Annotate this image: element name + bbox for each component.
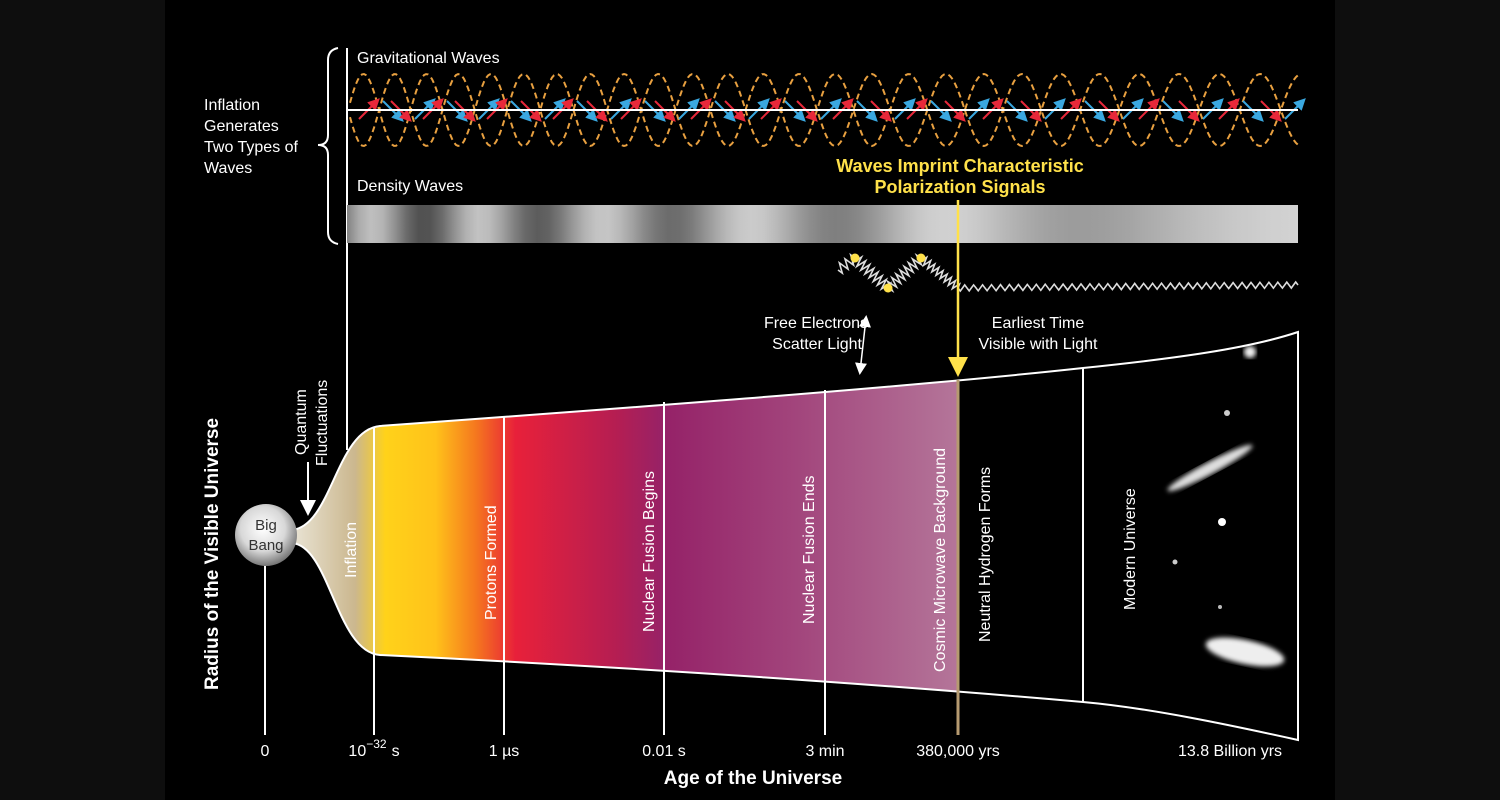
galaxy bbox=[1205, 637, 1285, 667]
density-label: Density Waves bbox=[357, 178, 463, 195]
quantum-label: Fluctuations bbox=[314, 380, 331, 466]
tick-unit: s bbox=[392, 743, 400, 760]
x-axis-label: Age of the Universe bbox=[664, 768, 842, 789]
star bbox=[1218, 518, 1226, 526]
tick-exponent: −32 bbox=[366, 737, 387, 751]
big-bang-label: Bang bbox=[248, 537, 283, 554]
epoch-label: Inflation bbox=[343, 522, 360, 578]
electron bbox=[916, 253, 926, 263]
x-tick-label: 1 µs bbox=[489, 743, 520, 760]
epoch-lines bbox=[264, 368, 1084, 735]
epoch-label: Modern Universe bbox=[1122, 488, 1139, 610]
electron bbox=[883, 283, 893, 293]
brace bbox=[317, 47, 339, 245]
quantum-label: Quantum bbox=[293, 389, 310, 455]
tick-base: 10 bbox=[348, 743, 366, 760]
group-label: Waves bbox=[204, 160, 252, 177]
x-tick-label: 0.01 s bbox=[642, 743, 686, 760]
y-axis-label: Radius of the Visible Universe bbox=[202, 418, 223, 690]
big-bang-label: Big bbox=[255, 517, 277, 534]
big-bang bbox=[235, 504, 297, 566]
imprint-label: Waves Imprint Characteristic bbox=[836, 156, 1083, 176]
epoch-label: Nuclear Fusion Begins bbox=[641, 471, 658, 632]
galaxy bbox=[1244, 346, 1256, 358]
x-tick-label: 13.8 Billion yrs bbox=[1178, 743, 1282, 760]
universe-cone bbox=[291, 330, 1299, 742]
epoch-label: Neutral Hydrogen Forms bbox=[977, 467, 994, 642]
gravitational-label: Gravitational Waves bbox=[357, 50, 500, 67]
scatter-arrow bbox=[855, 315, 871, 375]
galaxy bbox=[1167, 444, 1253, 492]
x-tick-label: 3 min bbox=[805, 743, 844, 760]
star bbox=[1218, 605, 1222, 609]
scatter-label: Free Electrons bbox=[764, 315, 868, 332]
group-label: Two Types of bbox=[204, 139, 299, 156]
x-tick-label: 10−32 s bbox=[348, 737, 399, 760]
scatter-label: Scatter Light bbox=[772, 336, 862, 353]
star bbox=[1224, 410, 1230, 416]
density-wave-bar bbox=[347, 205, 1298, 243]
group-label: Inflation bbox=[204, 97, 260, 114]
earliest-label: Visible with Light bbox=[979, 336, 1098, 353]
electron bbox=[850, 253, 860, 263]
x-tick-label: 380,000 yrs bbox=[916, 743, 1000, 760]
galaxies bbox=[1167, 346, 1285, 667]
earliest-label: Earliest Time bbox=[992, 315, 1085, 332]
imprint-label: Polarization Signals bbox=[874, 177, 1045, 197]
epoch-label: Nuclear Fusion Ends bbox=[801, 475, 818, 624]
epoch-label: Protons Formed bbox=[483, 505, 500, 620]
x-tick-label: 0 bbox=[261, 743, 270, 760]
star bbox=[1172, 559, 1178, 565]
epoch-label: Cosmic Microwave Background bbox=[932, 448, 949, 672]
group-label: Generates bbox=[204, 118, 279, 135]
